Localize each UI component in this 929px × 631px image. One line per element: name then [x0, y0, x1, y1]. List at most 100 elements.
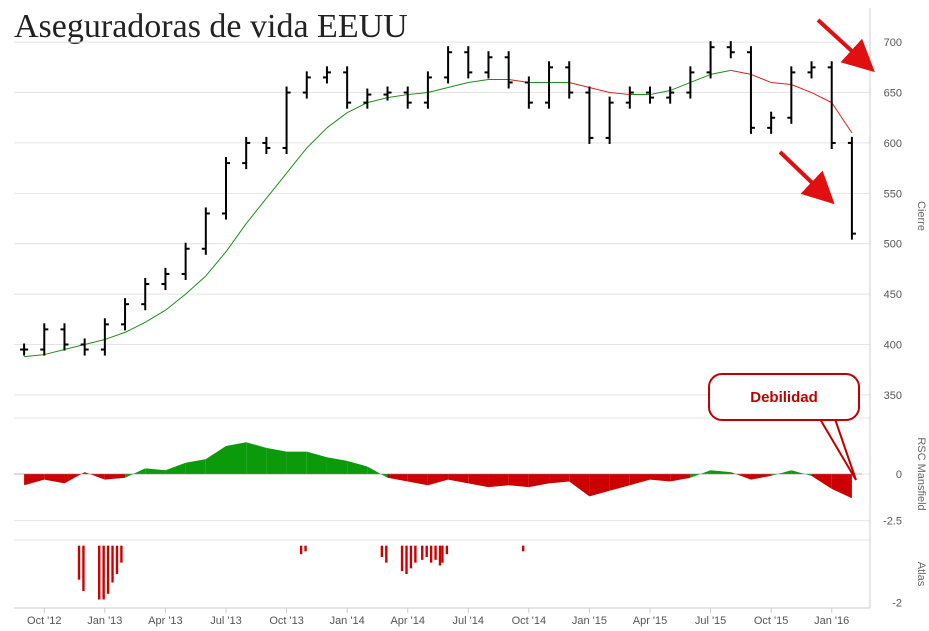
x-tick-label: Oct '15	[754, 615, 789, 627]
atlas-bar	[115, 545, 119, 574]
rsc-area-segment	[670, 474, 691, 482]
rsc-area-segment	[145, 468, 166, 474]
rsc-tick-label: -2.5	[883, 516, 902, 528]
atlas-bar	[82, 545, 85, 591]
rsc-area-segment	[811, 474, 832, 489]
rsc-area-segment	[326, 457, 348, 474]
atlas-bar	[522, 545, 525, 552]
atlas-bar	[385, 545, 388, 563]
ma-segment	[407, 92, 428, 96]
x-tick-label: Jan '15	[572, 615, 607, 627]
ma-segment	[468, 78, 489, 83]
ma-segment	[165, 293, 186, 311]
rsc-area-segment	[387, 474, 408, 482]
ma-segment	[427, 87, 449, 94]
rsc-area-segment	[569, 474, 590, 497]
rsc-area-segment	[246, 442, 267, 474]
rsc-area-segment	[266, 447, 287, 474]
ma-segment	[346, 102, 368, 114]
callout-pointer	[818, 418, 857, 481]
rsc-area-segment	[710, 470, 731, 474]
ma-segment	[84, 338, 105, 345]
rsc-area-segment	[629, 474, 650, 486]
ma-segment	[185, 275, 207, 295]
atlas-bar	[434, 545, 437, 560]
rsc-area-segment	[306, 451, 327, 474]
ma-segment	[326, 112, 348, 129]
ma-segment	[124, 321, 146, 333]
atlas-bar	[425, 545, 428, 557]
atlas-bar	[111, 545, 114, 583]
y-tick-label: 650	[884, 88, 902, 100]
x-tick-label: Jan '14	[330, 615, 365, 627]
ma-segment	[771, 81, 792, 85]
x-tick-label: Jan '13	[87, 615, 122, 627]
rsc-area-segment	[226, 442, 247, 474]
rsc-area-segment	[44, 474, 65, 484]
x-tick-label: Oct '14	[512, 615, 547, 627]
rsc-area-segment	[185, 459, 206, 474]
rsc-area-segment	[286, 451, 307, 474]
rsc-area-segment	[650, 474, 671, 482]
rsc-area-segment	[64, 472, 85, 484]
atlas-tick-label: -2	[892, 597, 902, 609]
ma-segment	[730, 69, 752, 75]
rsc-area-segment	[609, 474, 630, 491]
ma-segment	[569, 81, 590, 88]
ma-segment	[144, 309, 166, 323]
atlas-bar	[299, 545, 303, 555]
x-tick-label: Apr '13	[148, 615, 183, 627]
rsc-area	[14, 442, 862, 499]
atlas-bar	[102, 545, 105, 600]
atlas-bar	[429, 545, 433, 563]
ma-segment	[205, 251, 227, 277]
x-tick-label: Jul '13	[210, 615, 241, 627]
atlas-bar	[120, 545, 123, 563]
atlas-bar	[405, 545, 408, 574]
rsc-area-segment	[165, 462, 186, 474]
axes: 350 400 450 500 550 600 650 700 Cierre -2.5 0 RSC M…	[14, 8, 927, 627]
rsc-area-segment	[750, 474, 772, 480]
y-tick-label: 700	[884, 37, 902, 49]
price-bars	[20, 41, 856, 356]
rsc-area-segment	[448, 474, 469, 484]
rsc-area-segment	[488, 474, 509, 488]
arrow-down-icon	[816, 18, 875, 73]
rsc-area-segment	[831, 474, 852, 499]
atlas-bar	[421, 545, 424, 560]
y-tick-label: 500	[884, 239, 902, 251]
ma-segment	[649, 90, 671, 96]
x-tick-label: Jan '16	[814, 615, 849, 627]
ma-segment	[750, 73, 772, 83]
rsc-area-segment	[589, 474, 610, 497]
ma-segment	[609, 92, 630, 96]
ma-segment	[286, 147, 308, 174]
atlas-bar	[438, 545, 442, 566]
gridlines	[14, 41, 870, 541]
atlas-bar	[304, 545, 307, 552]
rsc-area-segment	[468, 474, 489, 488]
ma-segment	[245, 198, 267, 224]
ma-segment	[811, 92, 832, 104]
ma-segment	[367, 97, 388, 104]
x-tick-label: Apr '15	[633, 615, 668, 627]
rsc-area-segment	[771, 470, 792, 476]
x-tick-label: Oct '13	[269, 615, 304, 627]
atlas-bar	[414, 545, 417, 563]
atlas-bars	[77, 545, 525, 600]
atlas-bar	[106, 545, 110, 594]
rsc-tick-label: 0	[896, 469, 902, 481]
ma-segment	[710, 69, 731, 75]
ma-segment	[44, 349, 65, 356]
y-tick-label: 350	[884, 390, 902, 402]
ma-segment	[24, 354, 45, 358]
ma-segment	[104, 331, 126, 340]
rsc-area-segment	[205, 446, 226, 474]
ma-segment	[791, 84, 812, 94]
ma-segment	[387, 94, 408, 99]
chart-title: Aseguradoras de vida EEUU	[14, 8, 408, 45]
rsc-area-segment	[730, 472, 751, 480]
rsc-area-segment	[528, 474, 550, 488]
x-tick-label: Apr '14	[390, 615, 425, 627]
rsc-area-segment	[427, 474, 449, 486]
